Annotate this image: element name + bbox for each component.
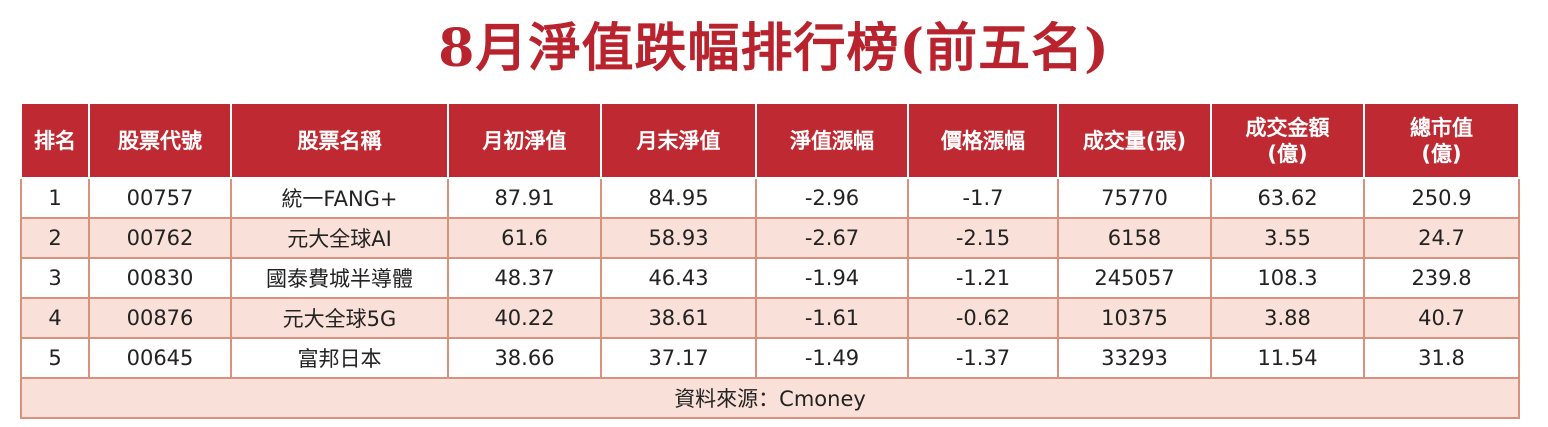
table-cell: 10375 [1057, 297, 1212, 339]
source-note: 資料來源：Cmoney [20, 377, 1520, 419]
table-cell: -2.96 [755, 177, 909, 219]
table-cell: 84.95 [600, 177, 757, 219]
table-cell: -2.67 [755, 217, 909, 259]
table-cell: 統一FANG+ [230, 177, 449, 219]
table-cell: 5 [20, 337, 90, 379]
table-cell: 61.6 [447, 217, 602, 259]
table-row: 4 00876 元大全球5G 40.22 38.61 -1.61 -0.62 10375 3.8… [20, 297, 1520, 339]
header-cell: 股票代號 [88, 102, 232, 179]
table-cell: 46.43 [600, 257, 757, 299]
table-cell: 00645 [88, 337, 232, 379]
header-cell: 價格漲幅 [907, 102, 1059, 179]
table-cell: 3.55 [1210, 217, 1365, 259]
table-body: 1 00757 統一FANG+ 87.91 84.95 -2.96 -1.7 75770 63.… [20, 177, 1520, 419]
source-row: 資料來源：Cmoney [20, 377, 1520, 419]
table-cell: -2.15 [907, 217, 1059, 259]
table-cell: 富邦日本 [230, 337, 449, 379]
table-cell: 6158 [1057, 217, 1212, 259]
table-cell: 37.17 [600, 337, 757, 379]
table-cell: 63.62 [1210, 177, 1365, 219]
table-cell: 4 [20, 297, 90, 339]
table-cell: 58.93 [600, 217, 757, 259]
table-cell: 00830 [88, 257, 232, 299]
table-row: 3 00830 國泰費城半導體 48.37 46.43 -1.94 -1.21 245057 1… [20, 257, 1520, 299]
table-row: 1 00757 統一FANG+ 87.91 84.95 -2.96 -1.7 75770 63.… [20, 177, 1520, 219]
table-cell: 245057 [1057, 257, 1212, 299]
header-cell: 股票名稱 [230, 102, 449, 179]
table-cell: 40.22 [447, 297, 602, 339]
table-cell: -0.62 [907, 297, 1059, 339]
table-cell: 48.37 [447, 257, 602, 299]
ranking-table: 排名 股票代號 股票名稱 月初淨值 月末淨值 淨值漲幅 價格漲幅 成交量(張) 成交金額 (億)… [20, 102, 1520, 419]
header-cell: 成交金額 (億) [1210, 102, 1365, 179]
table-cell: -1.37 [907, 337, 1059, 379]
table-cell: 3 [20, 257, 90, 299]
table-cell: -1.21 [907, 257, 1059, 299]
table-cell: 00876 [88, 297, 232, 339]
table-cell: 11.54 [1210, 337, 1365, 379]
table-cell: 2 [20, 217, 90, 259]
table-cell: 3.88 [1210, 297, 1365, 339]
table-cell: 38.61 [600, 297, 757, 339]
table-cell: -1.49 [755, 337, 909, 379]
table-cell: 40.7 [1363, 297, 1520, 339]
header-row: 排名 股票代號 股票名稱 月初淨值 月末淨值 淨值漲幅 價格漲幅 成交量(張) 成交金額 (億)… [20, 102, 1520, 179]
table-cell: 00762 [88, 217, 232, 259]
table-cell: 元大全球AI [230, 217, 449, 259]
table-cell: -1.61 [755, 297, 909, 339]
table-cell: 38.66 [447, 337, 602, 379]
title: 8月淨值跌幅排行榜(前五名) [438, 18, 1110, 79]
header-cell: 排名 [20, 102, 90, 179]
header-cell: 月初淨值 [447, 102, 602, 179]
table-cell: 元大全球5G [230, 297, 449, 339]
table-cell: 108.3 [1210, 257, 1365, 299]
table-cell: -1.94 [755, 257, 909, 299]
table-cell: 國泰費城半導體 [230, 257, 449, 299]
table-cell: 239.8 [1363, 257, 1520, 299]
table-cell: 33293 [1057, 337, 1212, 379]
table-cell: 24.7 [1363, 217, 1520, 259]
table-cell: 00757 [88, 177, 232, 219]
header-cell: 淨值漲幅 [755, 102, 909, 179]
header-cell: 總市值 (億) [1363, 102, 1520, 179]
table-cell: 75770 [1057, 177, 1212, 219]
table-cell: 1 [20, 177, 90, 219]
table-row: 2 00762 元大全球AI 61.6 58.93 -2.67 -2.15 6158 3.55 2… [20, 217, 1520, 259]
table-cell: 87.91 [447, 177, 602, 219]
table-row: 5 00645 富邦日本 38.66 37.17 -1.49 -1.37 33293 11.54… [20, 337, 1520, 379]
table-cell: 31.8 [1363, 337, 1520, 379]
table-cell: 250.9 [1363, 177, 1520, 219]
header-cell: 月末淨值 [600, 102, 757, 179]
header-cell: 成交量(張) [1057, 102, 1212, 179]
table-cell: -1.7 [907, 177, 1059, 219]
